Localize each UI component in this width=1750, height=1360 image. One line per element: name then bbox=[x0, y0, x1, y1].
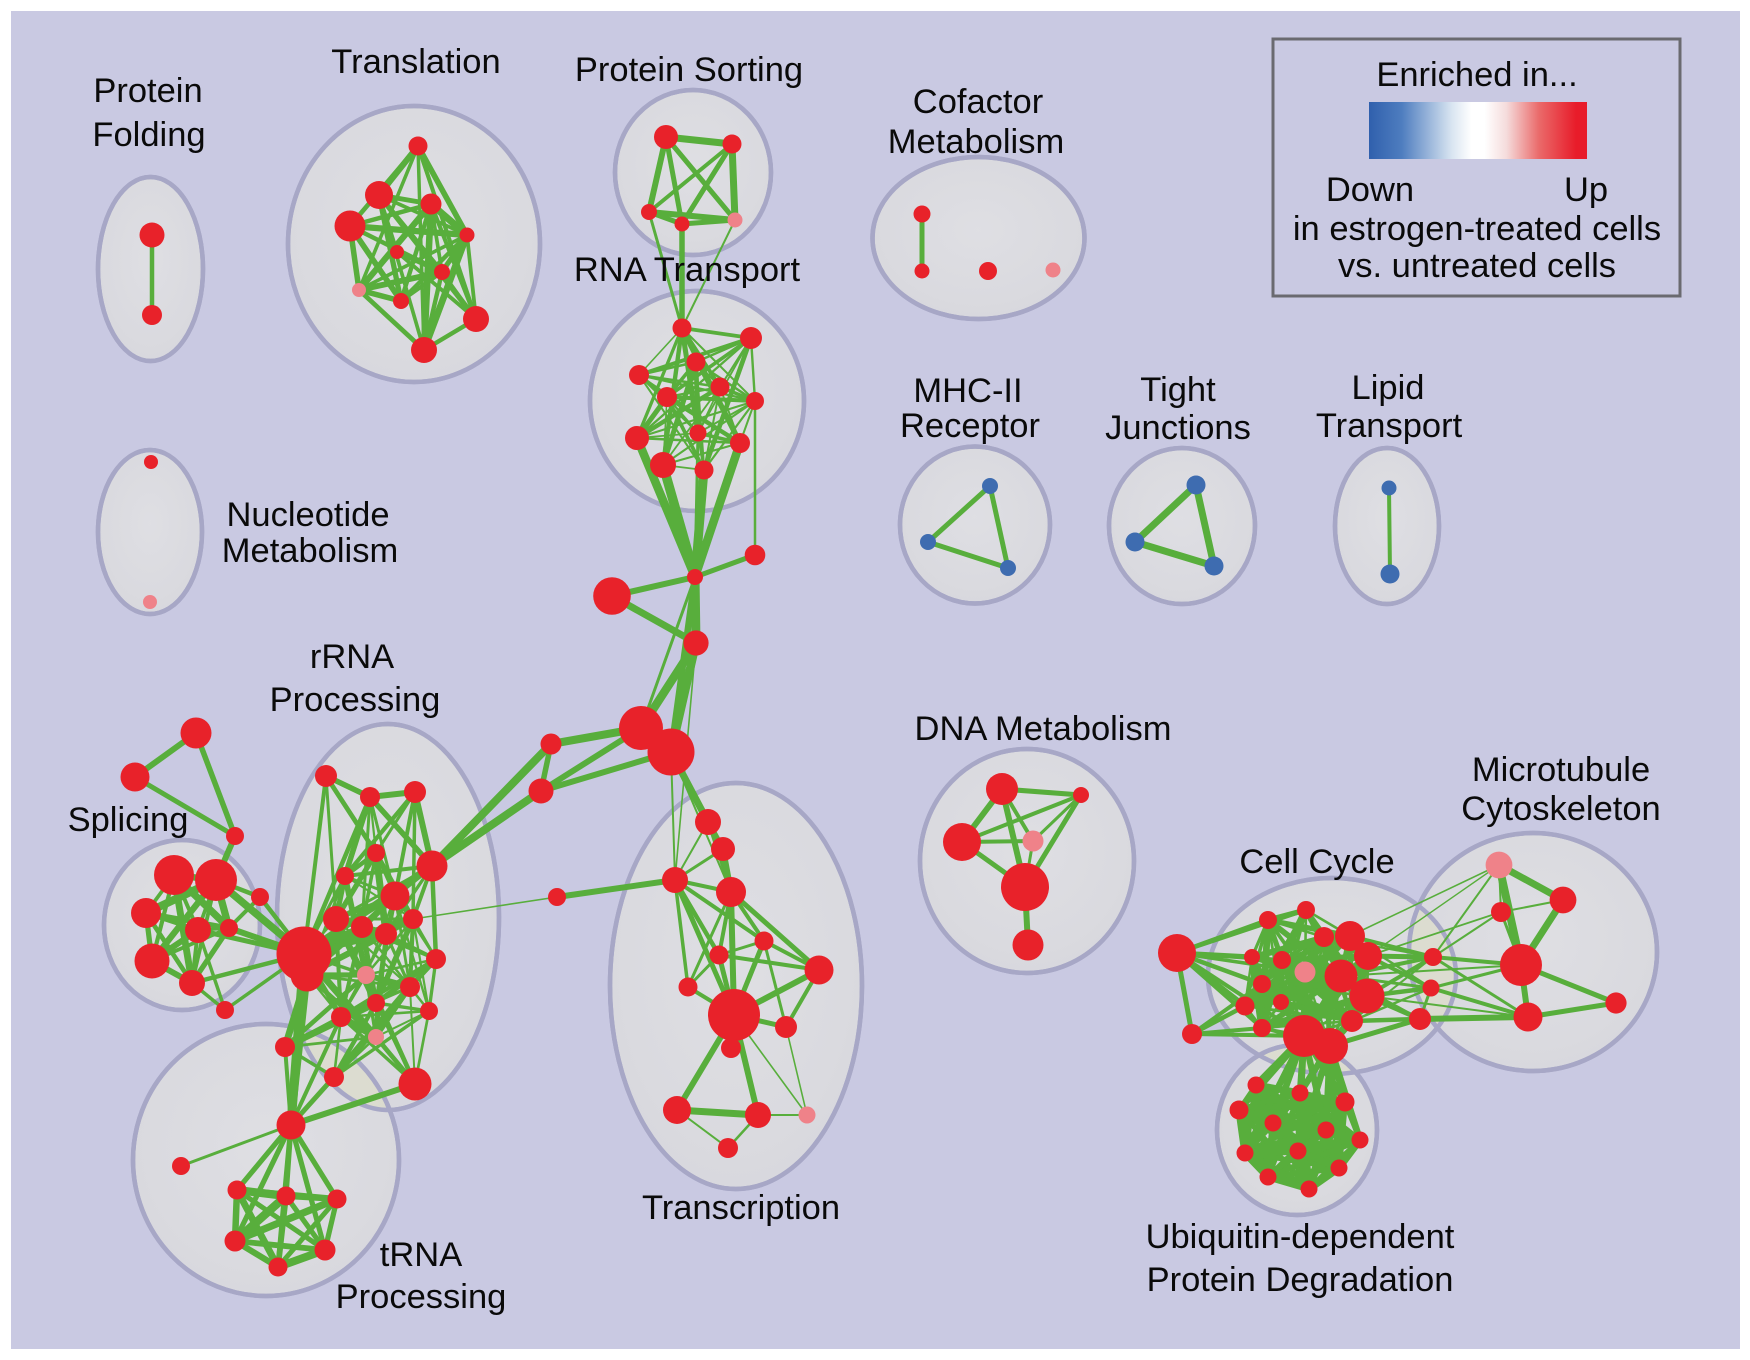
svg-text:rRNA: rRNA bbox=[310, 638, 394, 676]
svg-text:Junctions: Junctions bbox=[1105, 409, 1251, 447]
svg-text:Nucleotide: Nucleotide bbox=[226, 496, 389, 534]
svg-text:Cytoskeleton: Cytoskeleton bbox=[1461, 790, 1660, 828]
svg-text:tRNA: tRNA bbox=[380, 1236, 462, 1274]
svg-text:Ubiquitin-dependent: Ubiquitin-dependent bbox=[1146, 1218, 1455, 1256]
svg-text:Folding: Folding bbox=[92, 116, 205, 154]
svg-text:vs. untreated cells: vs. untreated cells bbox=[1338, 247, 1616, 285]
svg-text:Tight: Tight bbox=[1140, 371, 1216, 409]
svg-text:DNA Metabolism: DNA Metabolism bbox=[915, 710, 1172, 748]
svg-text:Cofactor: Cofactor bbox=[913, 83, 1043, 121]
svg-text:Transcription: Transcription bbox=[642, 1189, 840, 1227]
svg-text:Lipid: Lipid bbox=[1352, 369, 1425, 407]
svg-text:Translation: Translation bbox=[331, 43, 500, 81]
svg-text:in estrogen-treated cells: in estrogen-treated cells bbox=[1293, 210, 1661, 248]
svg-text:Cell Cycle: Cell Cycle bbox=[1239, 843, 1394, 881]
svg-text:Metabolism: Metabolism bbox=[222, 532, 398, 570]
svg-text:Transport: Transport bbox=[1316, 407, 1463, 445]
svg-text:Down: Down bbox=[1326, 171, 1414, 209]
svg-text:Microtubule: Microtubule bbox=[1472, 751, 1650, 789]
svg-text:RNA Transport: RNA Transport bbox=[574, 251, 801, 289]
svg-text:Splicing: Splicing bbox=[68, 801, 189, 839]
svg-text:Protein: Protein bbox=[93, 72, 202, 110]
svg-text:Processing: Processing bbox=[336, 1278, 507, 1316]
svg-text:Metabolism: Metabolism bbox=[888, 123, 1064, 161]
svg-text:Processing: Processing bbox=[270, 681, 441, 719]
svg-text:Protein Degradation: Protein Degradation bbox=[1147, 1261, 1454, 1299]
svg-text:Up: Up bbox=[1564, 171, 1608, 209]
svg-text:Receptor: Receptor bbox=[900, 407, 1040, 445]
svg-text:Enriched in...: Enriched in... bbox=[1376, 56, 1577, 94]
svg-text:Protein Sorting: Protein Sorting bbox=[575, 51, 803, 89]
svg-text:MHC-II: MHC-II bbox=[913, 372, 1022, 410]
